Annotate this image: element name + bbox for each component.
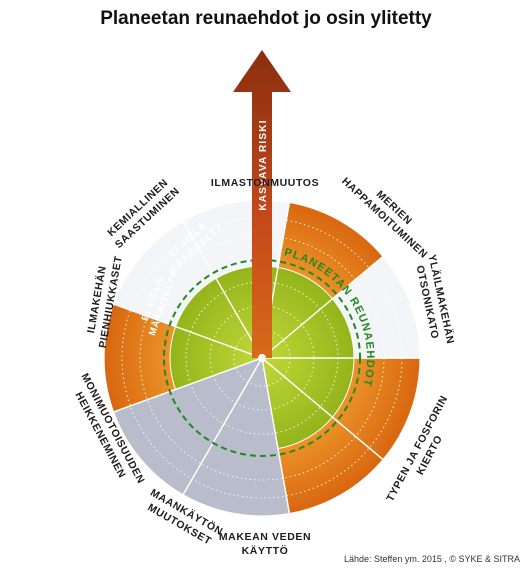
- sector-divider: [261, 255, 384, 359]
- sector-chemicals: [112, 356, 264, 496]
- increasing-risk-arrow: KASVAVA RISKI: [233, 50, 291, 358]
- safe-zone-water: [260, 298, 355, 359]
- safe-zone-biodiversity: [261, 356, 334, 450]
- sectors-layer: [103, 199, 421, 517]
- sector-divider: [182, 220, 263, 359]
- safe-zone-land: [260, 357, 355, 418]
- source-note: Lähde: Steffen ym. 2015 , © SYKE & SITRA: [343, 554, 520, 564]
- sector-divider: [113, 357, 263, 413]
- center-dot: [258, 354, 266, 362]
- safe-zone-climate: [169, 325, 264, 391]
- label-water: MAKEAN VEDEN KÄYTTÖ: [219, 531, 311, 557]
- arrow-label: KASVAVA RISKI: [258, 119, 269, 210]
- arrow-shape: [233, 50, 291, 358]
- sector-divider: [261, 357, 291, 514]
- safe-zone-nitrogen: [261, 266, 334, 360]
- sector-divider: [182, 357, 263, 496]
- sector-divider: [261, 357, 384, 461]
- label-climate: ILMASTONMUUTOS: [211, 177, 319, 189]
- page-title: Planeetan reunaehdot jo osin ylitetty: [100, 8, 432, 29]
- safe-zone-ocean: [174, 277, 264, 359]
- sector-aerosols: [182, 356, 291, 517]
- sector-divider: [113, 303, 263, 359]
